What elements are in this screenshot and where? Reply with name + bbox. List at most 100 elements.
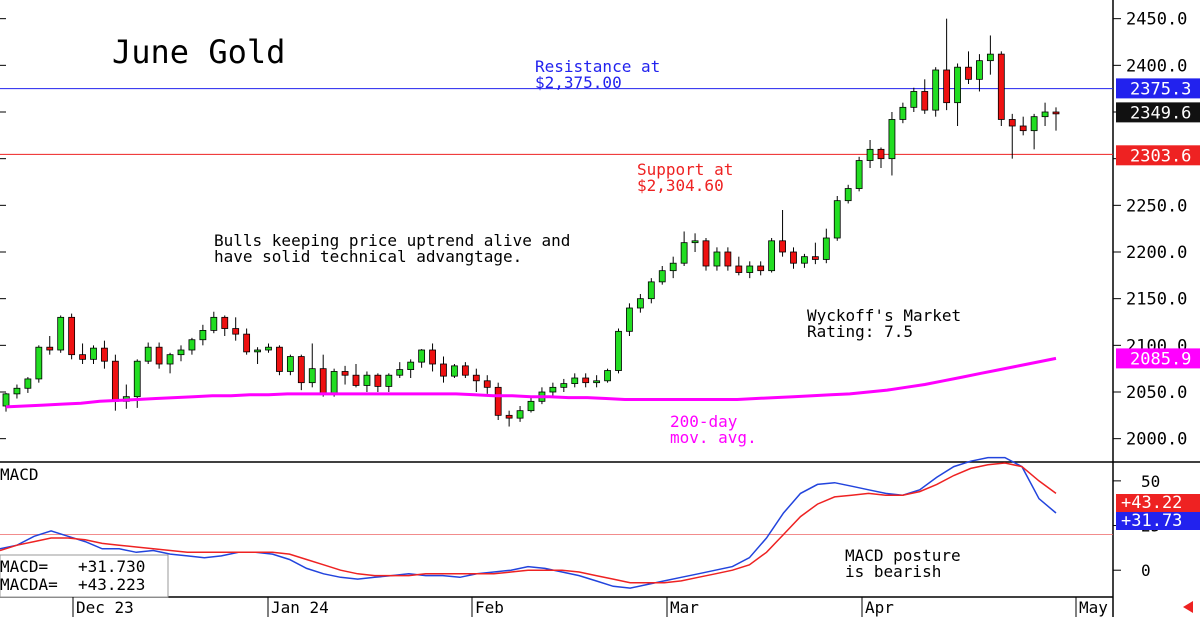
candle (57, 315, 65, 353)
candle (461, 362, 469, 378)
candle (1041, 102, 1049, 126)
candle (166, 352, 174, 374)
candle (702, 238, 710, 271)
candle (669, 256, 677, 279)
candle (472, 368, 480, 392)
candle-up (954, 66, 961, 104)
candle-up (571, 377, 579, 384)
candle-down (221, 316, 229, 329)
candle (779, 210, 786, 257)
candle-down (735, 265, 743, 273)
price-tick-label: 2000.0 (1126, 430, 1187, 450)
price-tick-label: 2200.0 (1126, 243, 1187, 263)
candle (1052, 107, 1060, 131)
candle (144, 342, 152, 364)
candle-up (13, 387, 21, 395)
candle (593, 375, 601, 388)
candle (735, 256, 743, 276)
candle-up (188, 339, 196, 351)
candle-up (932, 69, 940, 111)
candle (560, 378, 568, 392)
candle-up (265, 346, 272, 351)
candle (210, 311, 218, 334)
candle-down (943, 69, 951, 104)
candle (855, 156, 863, 192)
macd-readout-label: MACD= (0, 557, 48, 576)
candle (997, 51, 1005, 126)
candle (483, 375, 491, 394)
candle (571, 373, 579, 388)
price-marker-label: 2349.6 (1130, 103, 1191, 123)
candle-down (505, 414, 513, 419)
ma-annotation-2: mov. avg. (670, 428, 757, 447)
candle-down (46, 346, 54, 351)
price-marker (1116, 145, 1200, 166)
candle (888, 112, 896, 176)
price-tick-label: 2450.0 (1126, 10, 1187, 30)
candle (549, 382, 557, 397)
moving-average-line (5, 356, 1057, 409)
candle (155, 342, 163, 369)
candle-up (910, 91, 918, 108)
candle-up (560, 383, 568, 388)
candle-down (1019, 125, 1027, 132)
candle (921, 79, 929, 114)
candle-down (101, 347, 108, 362)
candle (232, 317, 240, 341)
macd-readout-box (0, 554, 169, 598)
candle (352, 364, 360, 388)
candle (385, 373, 393, 392)
candle (965, 51, 972, 84)
x-tick-label: Feb (475, 598, 504, 617)
candle (374, 373, 382, 392)
candle (243, 328, 251, 355)
candle (494, 382, 502, 420)
candle (46, 336, 54, 355)
candle (582, 373, 590, 388)
candle (341, 365, 349, 385)
candle-up (658, 270, 666, 283)
candle (724, 247, 732, 271)
x-tick-label: Apr (865, 598, 894, 617)
candle (1030, 113, 1038, 150)
macd-badge-label: +31.73 (1121, 511, 1182, 531)
candle-up (615, 330, 622, 371)
candle (68, 313, 76, 360)
macd-badge (1116, 494, 1200, 512)
candle (680, 231, 688, 266)
candle (757, 261, 765, 276)
candle-down (341, 371, 349, 376)
candle-up (801, 256, 808, 264)
scroll-arrow-icon (1183, 601, 1193, 613)
candle (429, 343, 436, 372)
candle-down (494, 386, 502, 416)
candle-up (177, 349, 185, 356)
candle (199, 324, 207, 346)
candle (647, 278, 655, 304)
ma-marker (1116, 348, 1200, 369)
candle-up (57, 316, 65, 351)
candle (90, 345, 97, 364)
candle (636, 294, 644, 313)
candle-down (297, 356, 305, 384)
candle-up (133, 360, 141, 398)
candle-down (779, 240, 786, 253)
candle (396, 362, 404, 378)
candle-up (844, 188, 852, 202)
candle-up (888, 119, 896, 160)
macda-readout-value: +43.223 (78, 575, 145, 594)
candle-up (516, 410, 524, 419)
candle (811, 242, 819, 265)
candle (188, 337, 196, 355)
candle (713, 247, 721, 271)
candle-up (604, 370, 611, 382)
candle-up (308, 368, 316, 384)
price-tick-label: 2050.0 (1126, 383, 1187, 403)
candle (1008, 113, 1016, 159)
candle (768, 238, 776, 273)
candle-up (669, 262, 677, 272)
candle-down (483, 380, 491, 388)
candle (954, 63, 961, 126)
